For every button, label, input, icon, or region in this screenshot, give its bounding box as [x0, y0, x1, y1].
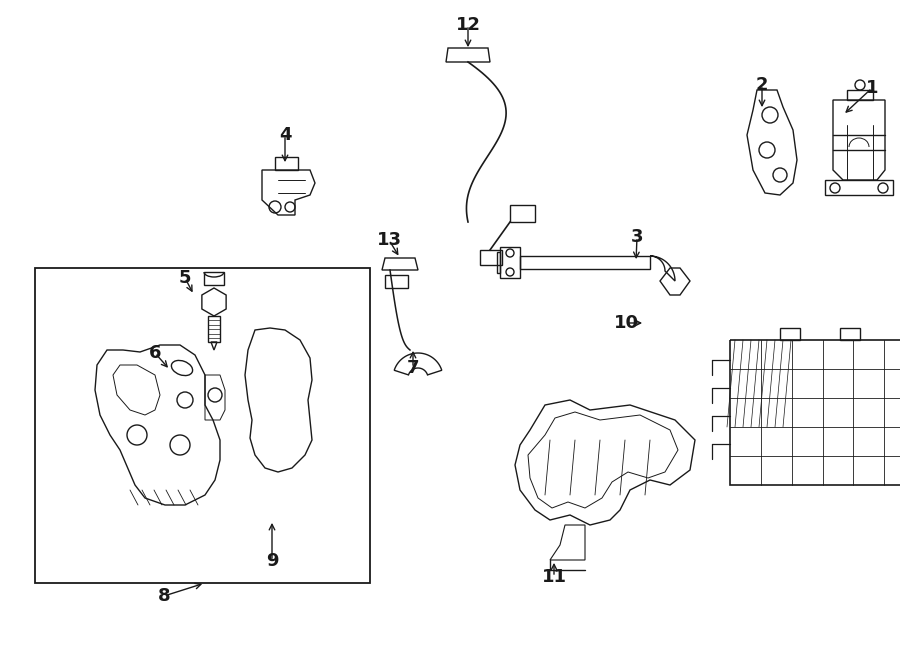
Text: 2: 2 — [756, 76, 769, 94]
Text: 4: 4 — [279, 126, 292, 144]
Text: 6: 6 — [148, 344, 161, 362]
Text: 5: 5 — [179, 269, 191, 287]
Text: 10: 10 — [614, 314, 638, 332]
Text: 3: 3 — [631, 228, 644, 246]
Text: 1: 1 — [866, 79, 878, 97]
Text: 12: 12 — [455, 16, 481, 34]
Text: 8: 8 — [158, 587, 170, 605]
Bar — [35, 268, 370, 583]
Text: 13: 13 — [376, 231, 401, 249]
Text: 11: 11 — [542, 568, 566, 586]
Text: 7: 7 — [407, 359, 419, 377]
Text: 9: 9 — [266, 552, 278, 570]
